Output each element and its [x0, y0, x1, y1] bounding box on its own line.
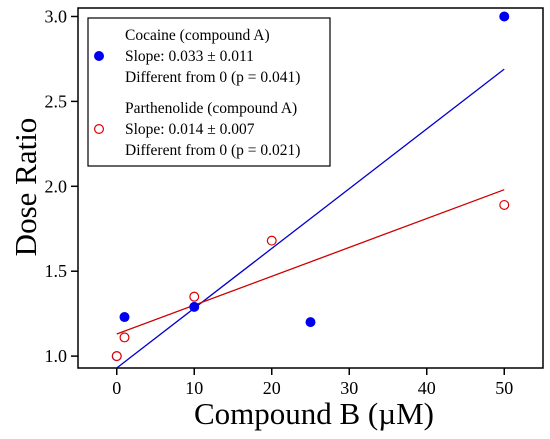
x-tick-label: 40 [418, 378, 436, 398]
x-tick-label: 30 [340, 378, 358, 398]
legend-text-cocaine: Different from 0 (p = 0.041) [125, 69, 300, 86]
y-tick-label: 2.5 [45, 91, 68, 111]
y-axis-label: Dose Ratio [8, 118, 43, 257]
y-tick-label: 1.5 [45, 261, 68, 281]
data-point-parthenolide [111, 351, 122, 362]
legend-marker-parthenolide [93, 123, 104, 134]
data-point-cocaine [305, 317, 316, 328]
data-point-parthenolide [119, 332, 130, 343]
data-point-cocaine [189, 301, 200, 312]
legend-text-cocaine: Cocaine (compound A) [125, 27, 270, 44]
y-tick-label: 3.0 [45, 6, 68, 26]
x-tick-label: 0 [112, 378, 121, 398]
data-point-parthenolide [266, 235, 277, 246]
legend-box [87, 17, 331, 167]
x-tick-label: 50 [495, 378, 513, 398]
data-point-cocaine [499, 11, 510, 22]
x-axis-label: Compound B (µM) [194, 396, 434, 431]
x-tick-label: 20 [263, 378, 281, 398]
legend-text-cocaine: Slope: 0.033 ± 0.011 [125, 48, 254, 65]
x-tick-label: 10 [185, 378, 203, 398]
legend-text-parthenolide: Slope: 0.014 ± 0.007 [125, 121, 255, 138]
y-tick-label: 1.0 [45, 346, 68, 366]
plot-frame [77, 7, 544, 369]
data-point-parthenolide [189, 291, 200, 302]
legend-text-parthenolide: Parthenolide (compound A) [125, 100, 297, 117]
data-point-parthenolide [499, 199, 510, 210]
fit-line-cocaine [116, 68, 505, 369]
legend: Cocaine (compound A) Slope: 0.033 ± 0.011… [87, 17, 331, 167]
legend-marker-cocaine [94, 51, 105, 62]
legend-text-parthenolide: Different from 0 (p = 0.021) [125, 142, 300, 159]
fit-line-parthenolide [116, 189, 505, 335]
data-point-cocaine [119, 312, 130, 323]
y-tick-label: 2.0 [45, 176, 68, 196]
